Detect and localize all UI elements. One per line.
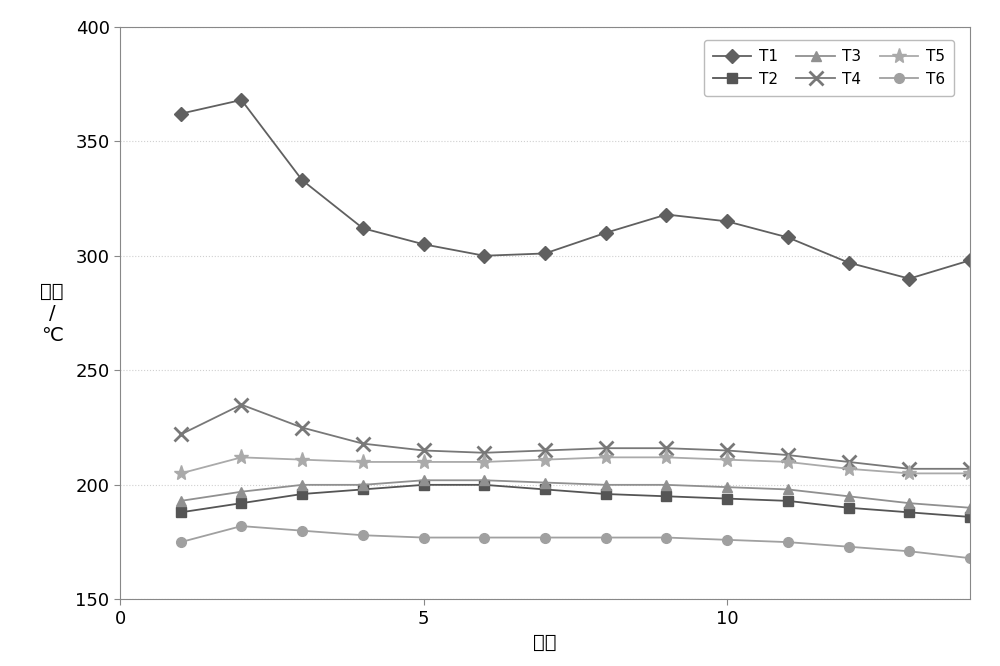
T5	[600, 454, 612, 462]
T3	[903, 500, 915, 507]
T6	[843, 543, 855, 551]
T5	[235, 454, 247, 462]
T4	[296, 424, 308, 432]
T6	[721, 536, 733, 544]
T5	[721, 456, 733, 464]
T1	[357, 224, 369, 232]
Text: 温度
/
℃: 温度 / ℃	[40, 282, 64, 344]
T2	[296, 490, 308, 498]
Line: T6: T6	[176, 521, 975, 563]
T3	[660, 481, 672, 489]
Line: T1: T1	[176, 95, 975, 284]
T3	[721, 483, 733, 491]
T1	[600, 229, 612, 237]
T5	[418, 458, 430, 466]
T5	[539, 456, 551, 464]
T2	[782, 497, 794, 505]
T1	[843, 258, 855, 266]
T6	[296, 527, 308, 535]
T3	[478, 476, 490, 484]
T4	[721, 446, 733, 454]
T2	[235, 500, 247, 507]
T2	[539, 486, 551, 494]
Legend: T1, T2, T3, T4, T5, T6: T1, T2, T3, T4, T5, T6	[704, 40, 954, 96]
T5	[296, 456, 308, 464]
Line: T3: T3	[176, 476, 975, 513]
T1	[296, 176, 308, 184]
T2	[903, 508, 915, 516]
T2	[721, 495, 733, 503]
T6	[418, 533, 430, 541]
T4	[843, 458, 855, 466]
T1	[418, 240, 430, 248]
T2	[660, 492, 672, 500]
X-axis label: 时间: 时间	[533, 633, 557, 653]
T5	[964, 470, 976, 478]
T5	[175, 470, 187, 478]
T1	[903, 274, 915, 282]
T3	[539, 479, 551, 487]
T1	[539, 250, 551, 258]
T6	[235, 522, 247, 530]
T3	[296, 481, 308, 489]
T5	[903, 470, 915, 478]
T6	[175, 538, 187, 546]
T6	[357, 531, 369, 539]
Line: T2: T2	[176, 480, 975, 521]
T1	[175, 110, 187, 118]
T3	[964, 503, 976, 511]
T6	[964, 554, 976, 562]
T5	[478, 458, 490, 466]
T1	[660, 210, 672, 218]
T6	[478, 533, 490, 541]
T6	[600, 533, 612, 541]
T6	[660, 533, 672, 541]
T6	[782, 538, 794, 546]
T4	[235, 401, 247, 409]
T2	[478, 481, 490, 489]
T4	[418, 446, 430, 454]
T2	[843, 503, 855, 511]
T5	[782, 458, 794, 466]
T3	[418, 476, 430, 484]
Line: T4: T4	[174, 398, 977, 476]
T4	[660, 444, 672, 452]
T3	[600, 481, 612, 489]
T5	[357, 458, 369, 466]
T4	[903, 465, 915, 473]
T3	[843, 492, 855, 500]
T4	[964, 465, 976, 473]
Line: T5: T5	[173, 450, 978, 481]
T5	[660, 454, 672, 462]
T2	[357, 486, 369, 494]
T2	[418, 481, 430, 489]
T1	[235, 96, 247, 104]
T3	[235, 488, 247, 496]
T1	[964, 256, 976, 264]
T2	[964, 513, 976, 521]
T2	[600, 490, 612, 498]
T5	[843, 465, 855, 473]
T3	[357, 481, 369, 489]
T6	[539, 533, 551, 541]
T3	[175, 497, 187, 505]
T4	[782, 451, 794, 459]
T4	[539, 446, 551, 454]
T4	[478, 449, 490, 457]
T6	[903, 547, 915, 555]
T3	[782, 486, 794, 494]
T1	[721, 217, 733, 225]
T1	[478, 252, 490, 260]
T4	[357, 440, 369, 448]
T1	[782, 233, 794, 241]
T4	[175, 430, 187, 438]
T4	[600, 444, 612, 452]
T2	[175, 508, 187, 516]
